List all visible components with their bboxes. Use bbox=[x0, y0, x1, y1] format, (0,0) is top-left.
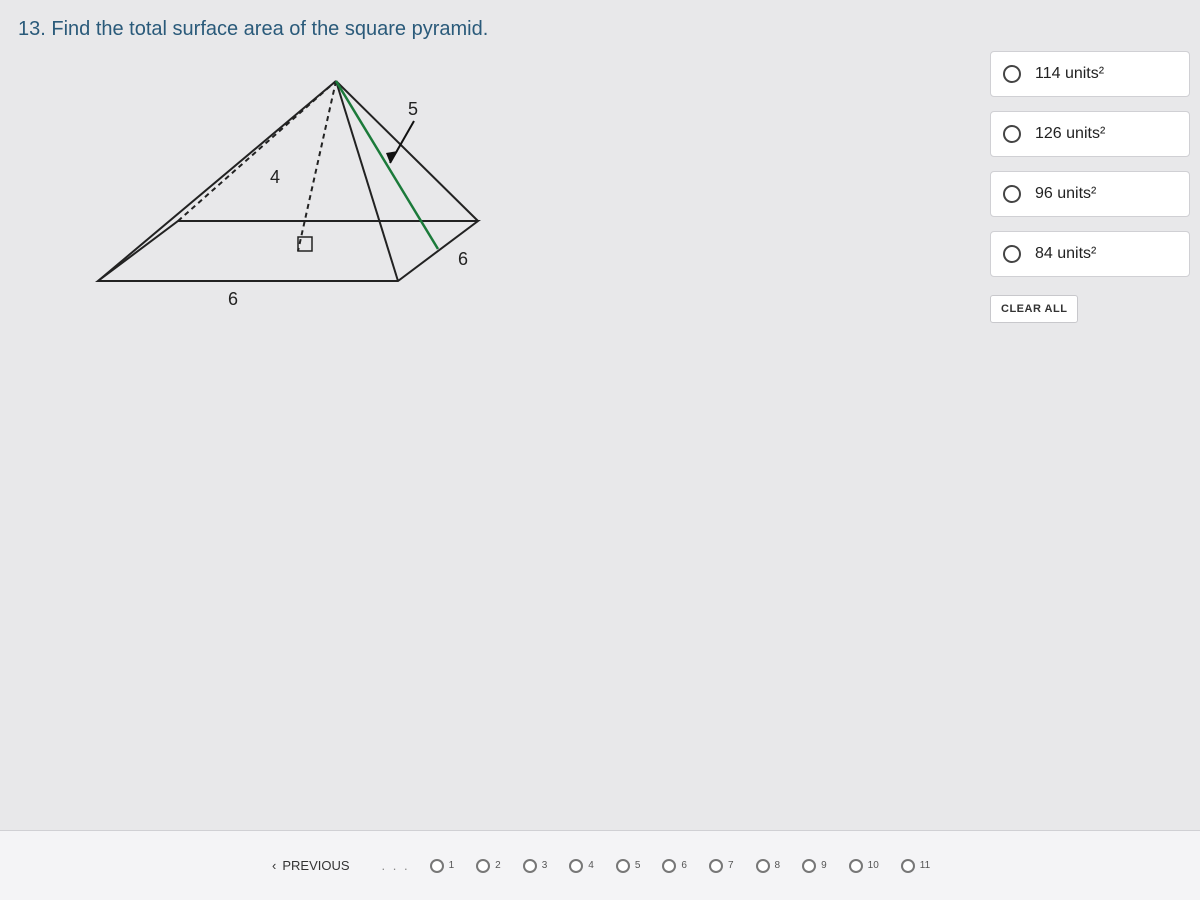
nav-ellipsis: . . . bbox=[382, 858, 410, 873]
nav-item-6[interactable]: 6 bbox=[662, 859, 687, 873]
nav-dot-number: 9 bbox=[821, 860, 827, 871]
option-b[interactable]: 126 units² bbox=[990, 111, 1190, 157]
radio-icon bbox=[1003, 65, 1021, 83]
nav-dot-icon bbox=[756, 859, 770, 873]
option-a[interactable]: 114 units² bbox=[990, 51, 1190, 97]
label-height: 4 bbox=[270, 167, 280, 188]
nav-item-2[interactable]: 2 bbox=[476, 859, 501, 873]
nav-item-9[interactable]: 9 bbox=[802, 859, 827, 873]
radio-icon bbox=[1003, 245, 1021, 263]
nav-item-8[interactable]: 8 bbox=[756, 859, 781, 873]
nav-dot-icon bbox=[901, 859, 915, 873]
previous-label: PREVIOUS bbox=[282, 858, 349, 873]
option-label: 84 units² bbox=[1035, 245, 1096, 263]
previous-button[interactable]: ‹ PREVIOUS bbox=[260, 850, 362, 881]
nav-dot-number: 3 bbox=[542, 860, 548, 871]
nav-dot-icon bbox=[802, 859, 816, 873]
nav-dot-icon bbox=[569, 859, 583, 873]
clear-all-button[interactable]: CLEAR ALL bbox=[990, 295, 1078, 323]
nav-item-7[interactable]: 7 bbox=[709, 859, 734, 873]
bottom-nav: ‹ PREVIOUS . . . 1 2 3 4 5 6 7 8 9 10 11 bbox=[0, 830, 1200, 900]
label-slant: 5 bbox=[408, 99, 418, 120]
nav-dot-icon bbox=[849, 859, 863, 873]
content-row: 5 4 6 6 114 units² 126 units² 96 units² … bbox=[18, 51, 1190, 331]
label-base-right: 6 bbox=[458, 249, 468, 270]
nav-dot-icon bbox=[709, 859, 723, 873]
nav-item-1[interactable]: 1 bbox=[430, 859, 455, 873]
nav-dot-number: 8 bbox=[775, 860, 781, 871]
pyramid-diagram: 5 4 6 6 bbox=[18, 51, 538, 331]
nav-dot-icon bbox=[430, 859, 444, 873]
radio-icon bbox=[1003, 185, 1021, 203]
option-c[interactable]: 96 units² bbox=[990, 171, 1190, 217]
nav-dot-number: 2 bbox=[495, 860, 501, 871]
option-d[interactable]: 84 units² bbox=[990, 231, 1190, 277]
answer-options: 114 units² 126 units² 96 units² 84 units… bbox=[990, 51, 1190, 323]
label-base-front: 6 bbox=[228, 289, 238, 310]
nav-dot-number: 10 bbox=[868, 860, 879, 871]
nav-dot-icon bbox=[616, 859, 630, 873]
nav-dot-number: 6 bbox=[681, 860, 687, 871]
nav-dot-number: 11 bbox=[920, 860, 930, 871]
question-prompt: 13. Find the total surface area of the s… bbox=[18, 18, 1190, 41]
nav-item-4[interactable]: 4 bbox=[569, 859, 594, 873]
option-label: 126 units² bbox=[1035, 125, 1105, 143]
nav-dot-number: 4 bbox=[588, 860, 594, 871]
nav-dot-number: 7 bbox=[728, 860, 734, 871]
nav-dot-icon bbox=[523, 859, 537, 873]
radio-icon bbox=[1003, 125, 1021, 143]
nav-item-10[interactable]: 10 bbox=[849, 859, 879, 873]
nav-dots: 1 2 3 4 5 6 7 8 9 10 11 bbox=[430, 859, 931, 873]
chevron-left-icon: ‹ bbox=[272, 858, 276, 873]
option-label: 96 units² bbox=[1035, 185, 1096, 203]
nav-item-11[interactable]: 11 bbox=[901, 859, 930, 873]
nav-dot-icon bbox=[662, 859, 676, 873]
nav-item-3[interactable]: 3 bbox=[523, 859, 548, 873]
nav-item-5[interactable]: 5 bbox=[616, 859, 641, 873]
nav-dot-number: 5 bbox=[635, 860, 641, 871]
nav-dot-number: 1 bbox=[449, 860, 455, 871]
option-label: 114 units² bbox=[1035, 65, 1104, 83]
nav-dot-icon bbox=[476, 859, 490, 873]
